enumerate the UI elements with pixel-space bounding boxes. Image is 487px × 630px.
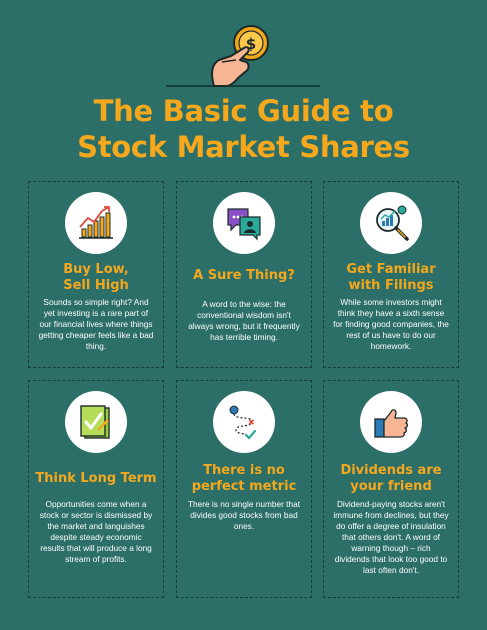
card-title: A Sure Thing? [193,268,295,283]
icon-circle [65,391,127,453]
card-title: There is no perfect metric [191,463,297,494]
card-body: Opportunities come when a stock or secto… [39,499,153,564]
card-body: Sounds so simple right? And yet investin… [38,297,154,351]
card-title: Dividends are your friend [340,463,442,494]
card-buy-low: Buy Low, Sell High Sounds so simple righ… [28,181,164,368]
dollar-sign: $ [246,35,256,53]
card-title: Get Familiar with Filings [346,262,436,293]
svg-text:✖: ✖ [248,418,255,427]
icon-circle [65,192,127,254]
card-body: While some investors might think they ha… [333,297,449,351]
rising-chart-icon [79,206,113,239]
card-dividends: Dividends are your friend Dividend-payin… [323,380,459,598]
chat-bubbles-icon [227,208,261,241]
card-sure-thing: A Sure Thing? A word to the wise: the co… [176,181,312,368]
thumbs-up-icon [374,409,409,438]
icon-circle [360,192,422,254]
route-icon: ✖ [229,405,257,440]
page-title: The Basic Guide to Stock Market Shares [0,93,487,165]
card-perfect-metric: ✖ There is no perfect metric There is no… [176,380,312,598]
icon-circle [213,192,275,254]
checklist-icon [80,405,110,439]
card-title: Think Long Term [35,471,157,486]
card-long-term: Think Long Term Opportunities come when … [28,380,164,598]
card-body: There is no single number that divides g… [187,499,301,531]
card-filings: Get Familiar with Filings While some inv… [323,181,459,368]
card-body: A word to the wise: the conventional wis… [188,299,300,342]
hand-coin-icon: $ [166,25,320,87]
icon-circle: ✖ [213,391,275,453]
card-title: Buy Low, Sell High [63,262,129,293]
title-line-1: The Basic Guide to [93,94,394,128]
card-body: Dividend-paying stocks aren't immune fro… [333,499,449,575]
magnifier-chart-icon [376,205,409,241]
icon-circle [360,391,422,453]
title-line-2: Stock Market Shares [77,130,410,164]
